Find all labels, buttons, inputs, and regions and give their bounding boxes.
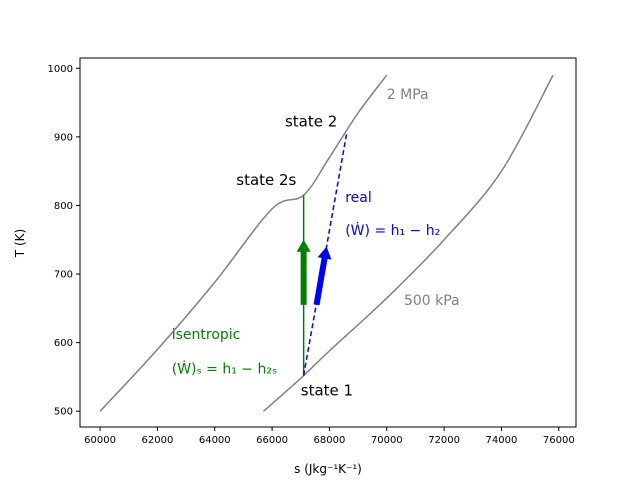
x-tick-label: 76000	[543, 435, 575, 446]
x-tick-label: 74000	[486, 435, 518, 446]
label-state-2: state 2	[285, 113, 337, 131]
label-state-1: state 1	[301, 381, 353, 399]
annotation-layer: 2 MPa 500 kPa state 2 state 2s state 1 real (Ẇ…	[172, 87, 460, 399]
x-tick-label: 64000	[199, 435, 231, 446]
label-real: real	[345, 190, 372, 206]
x-tick-label: 70000	[371, 435, 403, 446]
label-isentropic-work: (Ẇ)ₛ = h₁ − h₂ₛ	[172, 360, 277, 378]
x-tick-label: 66000	[256, 435, 288, 446]
y-tick-label: 900	[54, 132, 73, 143]
y-tick-label: 600	[54, 338, 73, 349]
plot-area	[79, 57, 577, 428]
x-tick-label: 60000	[84, 435, 116, 446]
label-2mpa: 2 MPa	[387, 87, 429, 103]
label-500kpa: 500 kPa	[404, 293, 460, 309]
label-real-work: (Ẇ) = h₁ − h₂	[345, 221, 440, 239]
isobar-500kpa-line	[262, 74, 554, 412]
y-tick-label: 1000	[48, 64, 73, 75]
y-axis-label: T (K)	[13, 229, 27, 258]
label-isentropic: isentropic	[172, 327, 241, 343]
x-tick-label: 68000	[314, 435, 346, 446]
isobar-2mpa-line	[99, 74, 388, 412]
label-state-2s: state 2s	[236, 171, 296, 189]
x-tick-label: 72000	[428, 435, 460, 446]
x-tick-label: 62000	[142, 435, 174, 446]
y-tick-label: 500	[54, 407, 73, 418]
x-axis: 60000 62000 64000 66000 68000 70000 72000 74000…	[84, 427, 575, 446]
plot-frame	[79, 57, 577, 428]
series-layer	[99, 74, 554, 412]
y-axis: 500 600 700 800 900 1000	[48, 64, 80, 418]
x-axis-label: s (Jkg⁻¹K⁻¹)	[294, 462, 362, 476]
isentropic-work-arrow	[296, 239, 311, 305]
y-tick-label: 800	[54, 201, 73, 212]
real-work-arrow	[313, 246, 332, 306]
y-tick-label: 700	[54, 270, 73, 281]
